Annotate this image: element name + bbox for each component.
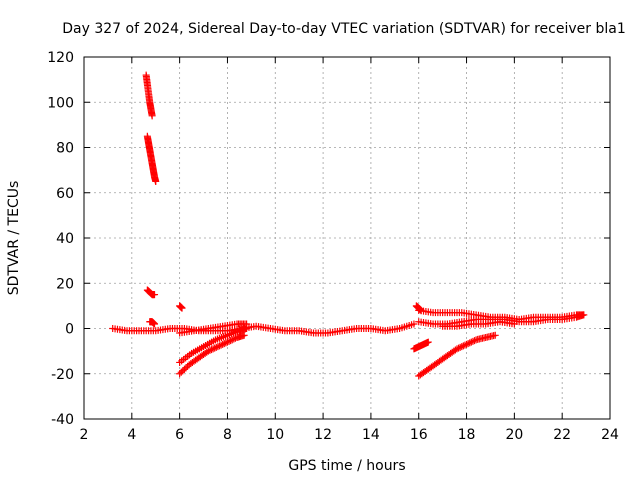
series-spike-d	[146, 318, 159, 328]
x-tick-label: 14	[362, 427, 380, 443]
data-point	[182, 364, 190, 372]
data-point	[510, 320, 518, 328]
data-point	[227, 337, 235, 345]
data-point	[240, 331, 248, 339]
data-point	[453, 345, 461, 353]
data-point	[458, 343, 466, 351]
y-tick-label: -20	[51, 367, 74, 383]
data-point	[211, 344, 219, 352]
series-lower-late	[439, 318, 518, 330]
data-point	[219, 340, 227, 348]
y-tick-label: -40	[51, 412, 74, 428]
data-point	[491, 331, 499, 339]
data-point	[151, 291, 159, 299]
data-points	[109, 71, 588, 380]
x-tick-label: 10	[266, 427, 284, 443]
data-point	[212, 343, 220, 351]
plot-frame	[83, 56, 611, 420]
series-arc-low-2	[176, 325, 251, 366]
data-point	[410, 320, 418, 328]
data-point	[209, 345, 217, 353]
y-tick-label: 60	[56, 186, 74, 202]
y-tick-label: 0	[65, 322, 74, 338]
series-upper-late	[415, 306, 588, 323]
chart-title: Day 327 of 2024, Sidereal Day-to-day VTE…	[62, 21, 625, 37]
data-point	[180, 365, 188, 373]
data-point	[220, 340, 228, 348]
x-tick-label: 24	[601, 427, 619, 443]
data-point	[176, 370, 184, 378]
data-point	[214, 343, 222, 351]
data-point	[464, 340, 472, 348]
grid	[84, 57, 610, 419]
data-point	[206, 346, 214, 354]
x-tick-label: 20	[505, 427, 523, 443]
x-tick-label: 2	[80, 427, 89, 443]
y-tick-label: 120	[47, 50, 74, 66]
y-tick-label: 80	[56, 141, 74, 157]
series-arc-late-1	[415, 331, 499, 380]
data-point	[469, 337, 477, 345]
y-tick-label: 20	[56, 276, 74, 292]
series-spike-b	[143, 132, 160, 185]
x-tick-label: 4	[127, 427, 136, 443]
data-point	[424, 338, 432, 346]
data-point	[456, 343, 464, 351]
data-point	[455, 344, 463, 352]
data-point	[243, 320, 251, 328]
x-tick-label: 12	[314, 427, 332, 443]
data-point	[178, 304, 186, 312]
y-tick-label: 100	[47, 95, 74, 111]
data-point	[217, 341, 225, 349]
data-point	[223, 338, 231, 346]
x-tick-labels: 2 4 6 8 10 12 14 16 18 20 22 24	[80, 427, 619, 443]
series-arc-low-1	[176, 331, 248, 378]
series-spike-c	[143, 286, 159, 299]
data-point	[208, 346, 216, 354]
data-point	[152, 177, 160, 185]
data-point	[148, 112, 156, 120]
data-point	[461, 341, 469, 349]
x-tick-label: 18	[458, 427, 476, 443]
x-axis-label: GPS time / hours	[288, 458, 405, 474]
y-tick-labels: -40 -20 0 20 40 60 80 100 120	[47, 50, 74, 428]
x-tick-label: 22	[553, 427, 571, 443]
data-point	[467, 338, 475, 346]
data-point	[466, 339, 474, 347]
data-point	[151, 320, 159, 328]
series-arc-late-2	[410, 338, 432, 353]
data-point	[225, 337, 233, 345]
x-tick-label: 16	[410, 427, 428, 443]
data-point	[471, 337, 479, 345]
data-point	[580, 311, 588, 319]
data-point	[204, 347, 212, 355]
data-point	[179, 367, 187, 375]
data-point	[215, 342, 223, 350]
series-blip-6	[176, 302, 186, 312]
x-tick-label: 8	[223, 427, 232, 443]
y-axis-label: SDTVAR / TECUs	[6, 181, 22, 296]
x-tick-label: 6	[175, 427, 184, 443]
data-point	[230, 335, 238, 343]
data-point	[222, 339, 230, 347]
y-tick-label: 40	[56, 231, 74, 247]
series-arc-low-3	[176, 320, 251, 337]
axis-ticks	[83, 56, 611, 420]
data-point	[228, 336, 236, 344]
series-spike-a	[142, 71, 156, 120]
series-mid-late	[415, 311, 588, 328]
data-point	[177, 368, 185, 376]
data-point	[459, 342, 467, 350]
data-point	[463, 340, 471, 348]
